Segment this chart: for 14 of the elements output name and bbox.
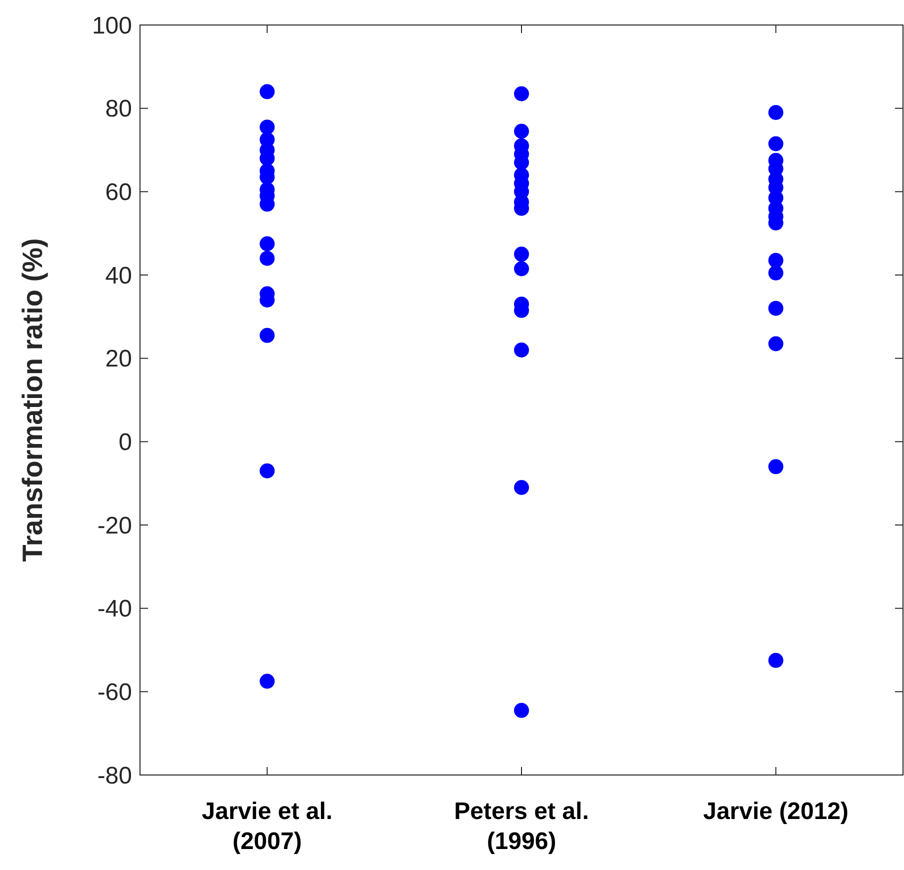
y-tick-label: -40: [97, 596, 132, 623]
y-tick-label: 60: [105, 179, 132, 206]
y-tick-label: 20: [105, 346, 132, 373]
y-tick-label: -80: [97, 762, 132, 790]
y-tick-label: -60: [97, 679, 132, 706]
y-tick-label: 0: [118, 429, 132, 456]
y-tick-label: 40: [105, 262, 132, 290]
y-axis-title: Transformation ratio (%): [17, 238, 48, 562]
y-tick-label: 100: [92, 12, 132, 40]
x-tick-label: Jarvie et al. (2007): [202, 798, 333, 855]
y-tick-label: 80: [105, 96, 132, 123]
y-tick-label: -20: [97, 512, 132, 540]
x-tick-label: Jarvie (2012): [703, 798, 849, 825]
x-tick-label: Peters et al. (1996): [454, 798, 589, 855]
